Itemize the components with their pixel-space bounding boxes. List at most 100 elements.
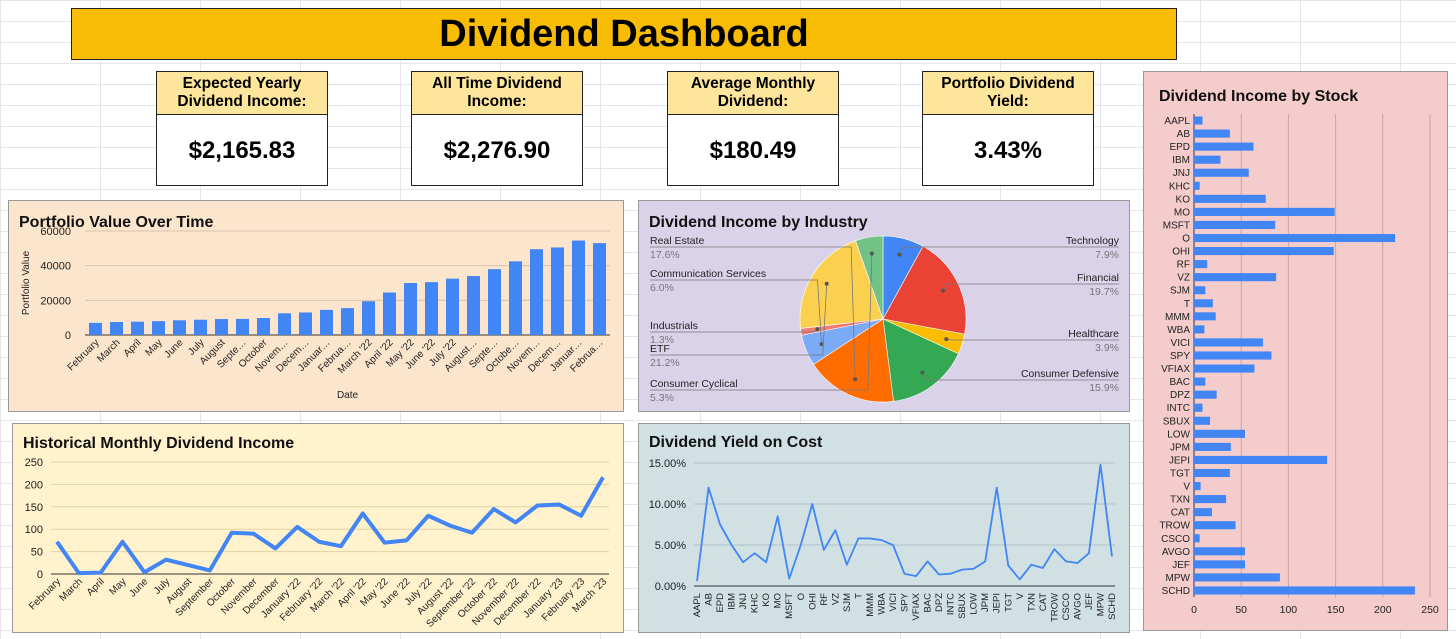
pie-slice-value: 17.6% bbox=[650, 249, 680, 261]
x-tick-label: February bbox=[27, 576, 63, 612]
bar bbox=[235, 318, 250, 335]
kpi-label: All Time Dividend Income: bbox=[412, 72, 582, 115]
x-tick-label: DPZ bbox=[934, 593, 945, 612]
kpi-label: Expected Yearly Dividend Income: bbox=[157, 72, 327, 115]
chart-title: Historical Monthly Dividend Income bbox=[23, 435, 294, 452]
bar bbox=[1194, 481, 1201, 491]
y-tick-label: SPY bbox=[1170, 351, 1190, 362]
x-tick-label: VZ bbox=[830, 593, 841, 605]
income-by-stock-chart: Dividend Income by Stock 0 50 100 150 200 250 A… bbox=[1143, 71, 1448, 631]
series-line bbox=[696, 463, 1113, 582]
pie-slice-label: Industrials bbox=[650, 320, 698, 332]
bar bbox=[256, 318, 271, 335]
x-tick-label: IBM bbox=[727, 593, 738, 610]
y-tick-label: MMM bbox=[1165, 312, 1190, 323]
y-tick-label: AB bbox=[1177, 129, 1191, 140]
y-tick-label: RF bbox=[1177, 260, 1190, 271]
y-tick-label: 250 bbox=[25, 457, 43, 469]
y-tick-label: 50 bbox=[31, 547, 43, 559]
pie-slice-label: Technology bbox=[1066, 235, 1120, 247]
y-tick-label: JPM bbox=[1170, 442, 1190, 453]
pie-leader-dot bbox=[853, 377, 858, 382]
x-tick-label: MO bbox=[773, 593, 784, 608]
x-tick-label: O bbox=[796, 593, 807, 600]
y-tick-label: JEF bbox=[1172, 560, 1190, 571]
y-tick-label: JEPI bbox=[1169, 455, 1190, 466]
chart-title: Dividend Income by Industry bbox=[649, 214, 868, 231]
kpi-expected-yearly: Expected Yearly Dividend Income: $2,165.… bbox=[156, 71, 328, 186]
x-tick-label: VICI bbox=[888, 593, 899, 611]
y-tick-label: INTC bbox=[1167, 403, 1190, 414]
pie-slice-label: Real Estate bbox=[650, 235, 704, 247]
x-tick-label: 0 bbox=[1191, 604, 1197, 616]
kpi-value: $2,165.83 bbox=[188, 137, 296, 164]
bar bbox=[424, 282, 439, 335]
bar bbox=[1194, 521, 1236, 530]
pie-slice-label: Financial bbox=[1077, 272, 1119, 284]
kpi-label: Average Monthly Dividend: bbox=[668, 72, 838, 115]
y-tick-label: 15.00% bbox=[649, 458, 687, 470]
bar bbox=[1194, 220, 1276, 230]
x-tick-label: JNJ bbox=[738, 593, 749, 610]
bar bbox=[1194, 573, 1280, 582]
y-tick-label: T bbox=[1184, 299, 1190, 310]
bar bbox=[1194, 442, 1231, 451]
bar bbox=[1194, 155, 1221, 164]
x-tick-label: CSCO bbox=[1061, 593, 1072, 620]
bar bbox=[172, 320, 187, 335]
bar bbox=[88, 322, 103, 335]
bar bbox=[1194, 377, 1206, 386]
pie-leader-line bbox=[650, 279, 822, 345]
chart-title: Dividend Yield on Cost bbox=[649, 434, 823, 451]
x-tick-label: April bbox=[122, 337, 144, 359]
bar bbox=[1194, 325, 1205, 334]
bar bbox=[1194, 260, 1208, 269]
pie-leader-line bbox=[650, 283, 828, 356]
bar bbox=[1194, 390, 1217, 399]
y-tick-label: TGT bbox=[1170, 468, 1190, 479]
bar bbox=[550, 247, 565, 335]
chart-title: Portfolio Value Over Time bbox=[19, 214, 214, 231]
pie-leader-dot bbox=[941, 288, 946, 293]
series-line bbox=[55, 476, 605, 576]
y-tick-label: TROW bbox=[1159, 521, 1190, 532]
bar bbox=[403, 283, 418, 335]
pie-leader-dot bbox=[815, 327, 820, 332]
x-tick-label: March bbox=[58, 576, 85, 603]
x-tick-label: KHC bbox=[750, 593, 761, 613]
y-tick-label: JNJ bbox=[1173, 168, 1190, 179]
x-tick-label: 150 bbox=[1327, 604, 1345, 616]
pie-slice-value: 1.3% bbox=[650, 334, 674, 346]
bar bbox=[508, 261, 523, 335]
portfolio-value-chart: Portfolio Value Over Time 0 20000 40000 6000… bbox=[8, 200, 624, 412]
x-tick-label: 200 bbox=[1374, 604, 1392, 616]
pie-leader-dot bbox=[944, 337, 949, 342]
y-tick-label: MSFT bbox=[1163, 220, 1190, 231]
x-tick-label: SCHD bbox=[1107, 593, 1118, 620]
y-tick-label: 60000 bbox=[40, 226, 71, 238]
y-tick-label: BAC bbox=[1169, 377, 1190, 388]
bar bbox=[1194, 468, 1230, 478]
chart-title: Dividend Income by Stock bbox=[1159, 88, 1358, 105]
bar bbox=[277, 313, 292, 335]
bar bbox=[1194, 286, 1206, 295]
bar bbox=[1194, 586, 1415, 595]
x-tick-label: RF bbox=[819, 593, 830, 606]
x-tick-label: 250 bbox=[1421, 604, 1439, 616]
bar bbox=[1194, 508, 1212, 517]
y-tick-label: IBM bbox=[1172, 155, 1190, 166]
pie-slice bbox=[882, 245, 967, 335]
pie-slice-label: Consumer Defensive bbox=[1021, 368, 1119, 380]
bar bbox=[1194, 312, 1216, 321]
y-tick-label: CSCO bbox=[1161, 534, 1190, 545]
x-tick-label: 100 bbox=[1280, 604, 1298, 616]
x-tick-label: OHI bbox=[807, 593, 818, 610]
x-tick-label: June bbox=[163, 337, 186, 360]
x-tick-label: KO bbox=[761, 593, 772, 607]
dashboard-title: Dividend Dashboard bbox=[71, 8, 1177, 60]
bar bbox=[487, 269, 502, 335]
bar bbox=[1194, 142, 1254, 151]
x-tick-label: WBA bbox=[876, 592, 887, 614]
y-axis-label: Portfolio Value bbox=[21, 250, 32, 315]
y-tick-label: SJM bbox=[1170, 286, 1190, 297]
